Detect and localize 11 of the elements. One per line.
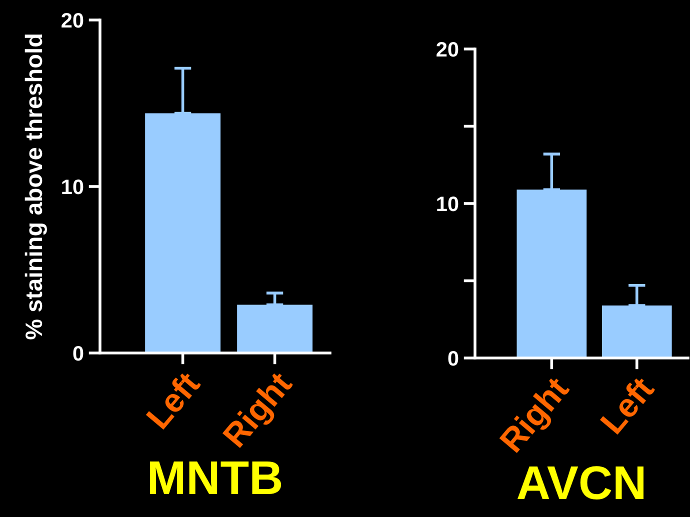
y-tick-label: 0 [73,346,84,361]
y-tick-label: 10 [437,196,458,212]
y-tick-label: 20 [436,42,458,57]
y-tick-label: 10 [62,180,84,194]
x-axis-title: MNTB [150,462,282,494]
y-tick-label: 0 [448,351,458,366]
x-tick-label: Left [599,374,656,435]
y-axis-title: % staining above threshold [24,34,47,340]
y-tick-label: 20 [62,13,84,28]
x-axis-title: AVCN [518,466,644,500]
x-tick-label: Left [144,369,202,430]
